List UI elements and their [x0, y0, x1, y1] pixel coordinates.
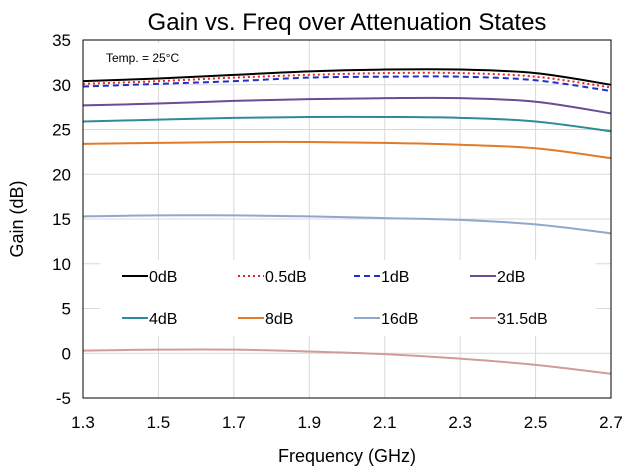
legend-background	[100, 260, 596, 336]
legend: 0dB 0.5dB 1dB 2dB 4dB 8dB 16dB 31.5dB	[100, 260, 596, 336]
series-line-0db	[82, 68, 612, 86]
legend-label: 8dB	[265, 311, 293, 328]
series-line-1db	[82, 75, 612, 93]
plot-area-border	[82, 39, 612, 399]
legend-label: 16dB	[381, 311, 418, 328]
x-tick-label: 2.7	[599, 413, 623, 432]
x-tick-label: 1.5	[147, 413, 171, 432]
legend-label: 0.5dB	[265, 269, 307, 286]
x-tick-label: 2.3	[448, 413, 472, 432]
x-tick-label: 2.1	[373, 413, 397, 432]
y-tick-label: 0	[62, 344, 71, 363]
chart-title: Gain vs. Freq over Attenuation States	[148, 9, 547, 36]
y-axis-label: Gain (dB)	[7, 180, 27, 257]
series-line-0p5db	[82, 71, 612, 89]
y-tick-label: 25	[52, 121, 71, 140]
temperature-note: Temp. = 25°C	[88, 43, 220, 69]
x-tick-label: 1.7	[222, 413, 246, 432]
series-line-8db	[82, 140, 612, 160]
x-tick-label: 1.3	[71, 413, 95, 432]
legend-label: 4dB	[149, 311, 177, 328]
legend-label: 0dB	[149, 269, 177, 286]
series-line-2db	[82, 96, 612, 115]
y-tick-label: 35	[52, 31, 71, 50]
series-line-16db	[82, 214, 612, 235]
x-axis-label: Frequency (GHz)	[278, 446, 416, 466]
y-tick-label: 10	[52, 255, 71, 274]
grid	[82, 39, 612, 399]
y-tick-label: 30	[52, 76, 71, 95]
temperature-note-box	[88, 43, 220, 69]
series-lines	[82, 68, 612, 375]
x-tick-label: 2.5	[524, 413, 548, 432]
legend-label: 1dB	[381, 269, 409, 286]
axis-ticks: -5 0 5 10 15 20 25 30 35 1.3 1.5 1.7 1.9 2.1 2.3 2.5 2.7	[52, 31, 623, 432]
y-tick-label: 15	[52, 210, 71, 229]
series-line-31p5db	[82, 348, 612, 375]
y-tick-label: 20	[52, 165, 71, 184]
y-tick-label: -5	[56, 389, 71, 408]
x-tick-label: 1.9	[297, 413, 321, 432]
temperature-note-text: Temp. = 25°C	[106, 51, 180, 65]
y-tick-label: 5	[62, 300, 71, 319]
series-line-4db	[82, 115, 612, 133]
legend-label: 31.5dB	[497, 311, 548, 328]
legend-label: 2dB	[497, 269, 525, 286]
